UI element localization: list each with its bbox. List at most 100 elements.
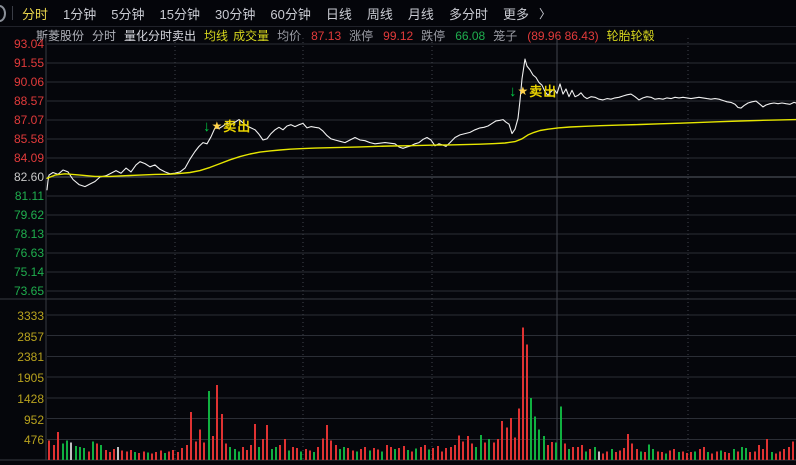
price-axis-label: 78.13	[13, 226, 44, 241]
volume-bar	[305, 449, 307, 460]
tab-日线[interactable]: 日线	[325, 6, 352, 22]
volume-bar	[454, 445, 456, 460]
volume-bar	[121, 450, 123, 460]
volume-bar	[100, 444, 102, 460]
volume-bar	[652, 449, 654, 460]
tab-分时[interactable]: 分时	[22, 6, 49, 22]
price-axis: 93.04 91.55 90.06 88.57 87.07 85.58 84.09 82.60…	[0, 0, 44, 465]
volume-bar	[510, 418, 512, 460]
volume-bar	[364, 446, 366, 460]
tab-60分钟[interactable]: 60分钟	[270, 6, 311, 22]
volume-axis-label: 2857	[17, 329, 44, 344]
price-axis-label: 85.58	[13, 132, 44, 146]
volume-bar	[420, 446, 422, 460]
volume-bar	[322, 438, 324, 460]
volume-bar	[598, 451, 600, 460]
volume-bar	[242, 446, 244, 460]
more-chevron-icon[interactable]: 〉	[538, 6, 551, 21]
volume-bar	[113, 449, 115, 460]
volume-bar	[754, 451, 756, 460]
tab-更多[interactable]: 更多	[502, 6, 529, 22]
tab-5分钟[interactable]: 5分钟	[111, 6, 145, 22]
period-toolbar: 分时 1分钟 5分钟 15分钟 30分钟 60分钟 日线 周线 月线 多分时 更多 〉	[0, 0, 796, 27]
volume-bar	[640, 451, 642, 460]
volume-bar	[792, 441, 794, 460]
volume-bar	[377, 449, 379, 460]
volume-bar	[720, 450, 722, 460]
price-axis-label: 84.09	[13, 151, 44, 165]
volume-bar	[92, 441, 94, 460]
tab-月线[interactable]: 月线	[407, 6, 434, 22]
volume-bar	[330, 440, 332, 460]
volume-bar	[66, 440, 68, 460]
volume-bar	[199, 429, 201, 460]
volume-axis-label: 952	[23, 412, 44, 427]
price-axis-label: 93.04	[13, 36, 44, 51]
period-tabs: 分时 1分钟 5分钟 15分钟 30分钟 60分钟 日线 周线 月线 多分时 更多	[22, 4, 529, 23]
volume-bar	[619, 450, 621, 460]
volume-bar	[172, 449, 174, 460]
volume-bar	[83, 447, 85, 460]
volume-bar	[538, 429, 540, 460]
tab-多分时[interactable]: 多分时	[448, 6, 488, 22]
toolbar-divider	[12, 6, 13, 20]
volume-bar	[678, 452, 680, 460]
volume-bar	[480, 435, 482, 460]
volume-bar	[428, 449, 430, 460]
volume-bar	[343, 446, 345, 460]
volume-bar	[403, 446, 405, 460]
volume-bar	[339, 449, 341, 460]
volume-bar	[381, 451, 383, 460]
volume-bar	[238, 451, 240, 460]
volume-bar	[203, 442, 205, 460]
volume-bar	[665, 453, 667, 460]
volume-bar	[288, 450, 290, 460]
price-axis-label: 90.06	[13, 74, 44, 89]
volume-bar	[190, 412, 192, 460]
volume-bar	[673, 449, 675, 460]
volume-bar	[386, 444, 388, 460]
volume-bar	[462, 441, 464, 460]
tab-1分钟[interactable]: 1分钟	[63, 6, 97, 22]
volume-bar	[352, 450, 354, 460]
volume-bar	[711, 453, 713, 460]
limit-up: 涨停 99.12	[349, 29, 414, 43]
volume-bar	[581, 444, 583, 460]
tab-周线[interactable]: 周线	[366, 6, 393, 22]
volume-bar	[615, 452, 617, 460]
volume-bar	[155, 452, 157, 460]
volume-bar	[493, 442, 495, 460]
volume-bar	[356, 451, 358, 460]
volume-bar	[585, 451, 587, 460]
volume-bar	[284, 439, 286, 460]
volume-bar	[788, 446, 790, 460]
volume-bar	[589, 449, 591, 460]
volume-bar	[577, 446, 579, 460]
volume-bar	[275, 446, 277, 460]
volume-bar	[572, 446, 574, 460]
volume-bar	[728, 453, 730, 460]
volume-bar	[143, 451, 145, 460]
volume-bar	[105, 449, 107, 460]
volume-bar	[648, 444, 650, 460]
volume-bar	[475, 446, 477, 460]
volume-bar	[445, 447, 447, 460]
volume-bar	[398, 447, 400, 460]
tab-15分钟[interactable]: 15分钟	[159, 6, 200, 22]
volume-bar	[279, 444, 281, 460]
volume-bar	[225, 443, 227, 460]
tab-30分钟[interactable]: 30分钟	[214, 6, 256, 22]
volume-bar	[522, 327, 524, 460]
volume-bar	[271, 449, 273, 460]
volume-bar	[741, 446, 743, 460]
legend-ma-toggle[interactable]: 均线	[204, 29, 229, 43]
price-axis-label: 87.07	[13, 113, 44, 127]
volume-bar	[694, 451, 696, 460]
volume-bar	[216, 385, 218, 460]
volume-bar	[168, 451, 170, 460]
volume-bar	[555, 442, 557, 460]
sector-tag[interactable]: 轮胎轮毂	[606, 29, 655, 43]
legend-volume-toggle[interactable]: 成交量	[233, 29, 270, 43]
